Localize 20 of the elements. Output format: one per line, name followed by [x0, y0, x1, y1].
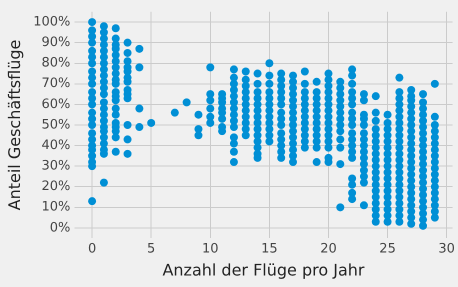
y-tick-label: 30%	[41, 158, 70, 174]
y-tick-label: 40%	[41, 138, 70, 153]
y-tick-label: 100%	[33, 14, 70, 30]
y-tick-label: 20%	[41, 179, 70, 194]
x-tick-label: 20	[320, 241, 337, 256]
y-tick-label: 80%	[41, 56, 70, 71]
y-tick-label: 0%	[50, 220, 70, 236]
x-axis-title: Anzahl der Flüge pro Jahr	[162, 260, 365, 280]
y-tick-label: 70%	[41, 76, 70, 92]
y-tick-label: 90%	[41, 35, 70, 50]
x-tick-label: 25	[379, 241, 396, 256]
x-tick-label: 15	[261, 241, 278, 256]
y-tick-label: 10%	[41, 200, 70, 215]
y-tick-label: 50%	[41, 117, 70, 132]
x-tick-label: 0	[88, 241, 96, 256]
y-axis-title: Anteil Geschäftsflüge	[4, 40, 24, 210]
y-tick-label: 60%	[41, 96, 70, 112]
x-tick-label: 5	[147, 241, 156, 256]
x-tick-label: 30	[438, 241, 455, 256]
x-tick-label: 10	[202, 241, 219, 256]
